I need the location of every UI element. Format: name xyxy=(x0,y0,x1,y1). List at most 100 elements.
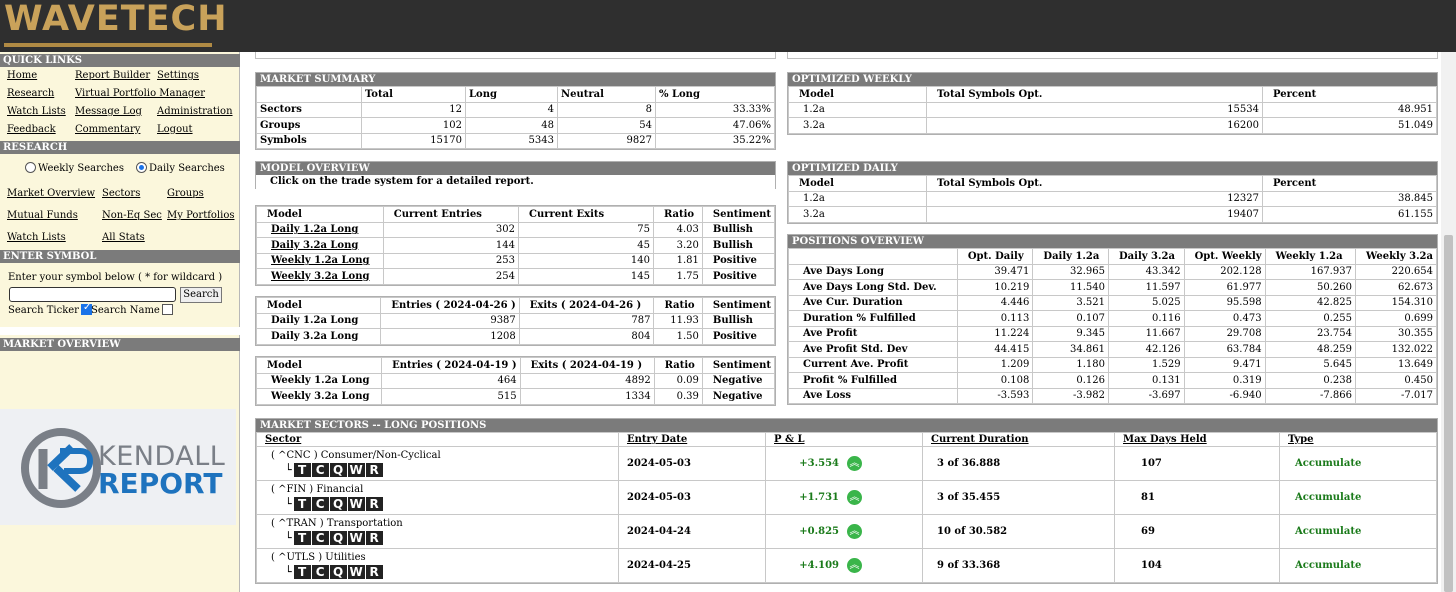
tcqwr-button[interactable]: W xyxy=(347,462,365,477)
tcqwr-button[interactable]: T xyxy=(293,496,311,511)
tcqwr-button[interactable]: W xyxy=(347,564,365,579)
mo-header: Current Entries xyxy=(382,206,520,223)
research-heading: RESEARCH xyxy=(0,141,240,154)
ms-col-entry-date[interactable]: Entry Date xyxy=(618,432,766,447)
tcqwr-button[interactable]: R xyxy=(365,462,383,477)
link-market-overview[interactable]: Market Overview xyxy=(7,188,96,199)
tcqwr-button[interactable]: Q xyxy=(329,564,347,579)
link-commentary[interactable]: Commentary xyxy=(75,124,141,135)
weekly-searches-radio[interactable]: Weekly Searches xyxy=(25,162,124,174)
model-current-panel: Model Current Entries Current Exits Rati… xyxy=(255,205,776,286)
po-header: Opt. Weekly xyxy=(1183,248,1266,265)
tcqwr-button[interactable]: T xyxy=(293,462,311,477)
tcqwr-button[interactable]: W xyxy=(347,496,365,511)
mo-header: Model xyxy=(255,357,383,374)
sector-name[interactable]: ( ^FIN ) Financial xyxy=(271,483,364,495)
tcqwr-button[interactable]: R xyxy=(365,530,383,545)
sector-name[interactable]: ( ^TRAN ) Transportation xyxy=(271,517,403,529)
link-mutual-funds[interactable]: Mutual Funds xyxy=(7,210,78,221)
radio-on-icon[interactable] xyxy=(136,162,147,173)
checkbox-unchecked-icon[interactable] xyxy=(161,304,173,315)
ms-col-sector[interactable]: Sector xyxy=(256,432,619,447)
mo-cell: 45 xyxy=(518,237,654,254)
market-overview-heading: MARKET OVERVIEW xyxy=(0,338,240,351)
vertical-scrollbar[interactable] xyxy=(1441,52,1456,592)
kendall-report-logo[interactable]: KENDALL REPORT xyxy=(0,409,236,525)
symbol-input[interactable] xyxy=(9,287,176,302)
enter-symbol-heading: ENTER SYMBOL xyxy=(0,250,240,263)
entry-date: 2024-05-03 xyxy=(618,480,766,515)
tcqwr-button[interactable]: Q xyxy=(329,530,347,545)
link-research[interactable]: Research xyxy=(7,88,55,99)
ms-col-max-days[interactable]: Max Days Held xyxy=(1114,432,1280,447)
tcqwr-button[interactable]: C xyxy=(311,496,329,511)
link-watch-lists-research[interactable]: Watch Lists xyxy=(7,232,66,243)
link-logout[interactable]: Logout xyxy=(157,124,193,135)
table-row: Ave Loss -3.593 -3.982 -3.697 -6.940 -7.866 -7… xyxy=(788,387,1438,404)
link-sectors[interactable]: Sectors xyxy=(102,188,141,199)
po-header: Daily 1.2a xyxy=(1032,248,1109,265)
entry-date: 2024-05-03 xyxy=(618,446,766,481)
wavetech-logo[interactable]: WAVETECH xyxy=(4,0,228,39)
po-cell: 202.128 xyxy=(1183,263,1266,280)
po-cell: 9.345 xyxy=(1032,325,1109,342)
link-watch-lists[interactable]: Watch Lists xyxy=(7,106,66,117)
link-non-eq-sec[interactable]: Non-Eq Sec xyxy=(102,210,162,221)
ms-col-type[interactable]: Type xyxy=(1279,432,1437,447)
tcqwr-button[interactable]: W xyxy=(347,530,365,545)
model-link-weekly-3-2a[interactable]: Weekly 3.2a Long xyxy=(271,270,370,282)
sector-name[interactable]: ( ^CNC ) Consumer/Non-Cyclical xyxy=(271,449,441,461)
checkbox-checked-icon[interactable] xyxy=(80,302,92,315)
link-feedback[interactable]: Feedback xyxy=(7,124,56,135)
scrollbar-thumb[interactable] xyxy=(1444,235,1453,592)
search-ticker-option[interactable]: Search Ticker xyxy=(8,302,92,316)
daily-searches-radio[interactable]: Daily Searches xyxy=(136,162,225,174)
model-weekly-table: Model Entries ( 2024-04-19 ) Exits ( 202… xyxy=(255,357,776,405)
tcqwr-button[interactable]: C xyxy=(311,564,329,579)
tcqwr-button[interactable]: R xyxy=(365,564,383,579)
model-link-weekly-1-2a[interactable]: Weekly 1.2a Long xyxy=(271,255,370,267)
search-name-option[interactable]: Search Name xyxy=(91,304,173,316)
link-home[interactable]: Home xyxy=(7,70,38,81)
model-link-daily-1-2a[interactable]: Daily 1.2a Long xyxy=(271,224,359,236)
po-cell: -3.697 xyxy=(1108,387,1185,404)
link-my-portfolios[interactable]: My Portfolios xyxy=(167,210,235,221)
model-daily-table: Model Entries ( 2024-04-26 ) Exits ( 202… xyxy=(255,297,776,345)
pnl-value: +1.731 xyxy=(799,492,839,503)
tcqwr-button[interactable]: C xyxy=(311,530,329,545)
table-row: Daily 1.2a Long 302 75 4.03 Bullish xyxy=(256,221,776,238)
od-header: Percent xyxy=(1262,175,1437,192)
link-settings[interactable]: Settings xyxy=(157,70,199,81)
link-message-log[interactable]: Message Log xyxy=(75,106,142,117)
table-row: Symbols 15170 5343 9827 35.22% xyxy=(256,132,775,149)
sector-name[interactable]: ( ^UTLS ) Utilities xyxy=(271,551,366,563)
tcqwr-button[interactable]: C xyxy=(311,462,329,477)
model-link-daily-3-2a[interactable]: Daily 3.2a Long xyxy=(271,239,359,251)
ms-col-current-duration[interactable]: Current Duration xyxy=(922,432,1115,447)
mo-model: Weekly 1.2a Long xyxy=(255,372,383,389)
ms-cell: 48 xyxy=(465,117,558,134)
ms-col-pnl[interactable]: P & L xyxy=(765,432,923,447)
link-report-builder[interactable]: Report Builder xyxy=(75,70,151,81)
tcqwr-button[interactable]: R xyxy=(365,496,383,511)
link-groups[interactable]: Groups xyxy=(167,188,204,199)
positions-overview-table: Opt. Daily Daily 1.2a Daily 3.2a Opt. We… xyxy=(788,248,1438,404)
optimized-weekly-table: Model Total Symbols Opt. Percent 1.2a 15… xyxy=(788,86,1437,134)
current-duration: 3 of 35.455 xyxy=(922,480,1115,515)
link-administration[interactable]: Administration xyxy=(157,106,233,117)
po-label: Ave Loss xyxy=(788,387,958,404)
link-all-stats[interactable]: All Stats xyxy=(102,232,145,243)
logo-underline xyxy=(4,43,212,47)
search-button[interactable]: Search xyxy=(180,287,222,303)
tcqwr-button[interactable]: Q xyxy=(329,462,347,477)
link-virtual-portfolio-manager[interactable]: Virtual Portfolio Manager xyxy=(75,88,205,99)
po-cell: 220.654 xyxy=(1354,263,1438,280)
kr-circle-icon xyxy=(21,428,101,508)
po-cell: -3.982 xyxy=(1032,387,1109,404)
tcqwr-button[interactable]: T xyxy=(293,564,311,579)
table-row: ( ^TRAN ) Transportation └ T C Q W R 2024-04-24… xyxy=(256,514,1437,549)
tcqwr-button[interactable]: Q xyxy=(329,496,347,511)
po-cell: 42.825 xyxy=(1264,294,1356,311)
radio-off-icon[interactable] xyxy=(25,162,36,173)
tcqwr-button[interactable]: T xyxy=(293,530,311,545)
